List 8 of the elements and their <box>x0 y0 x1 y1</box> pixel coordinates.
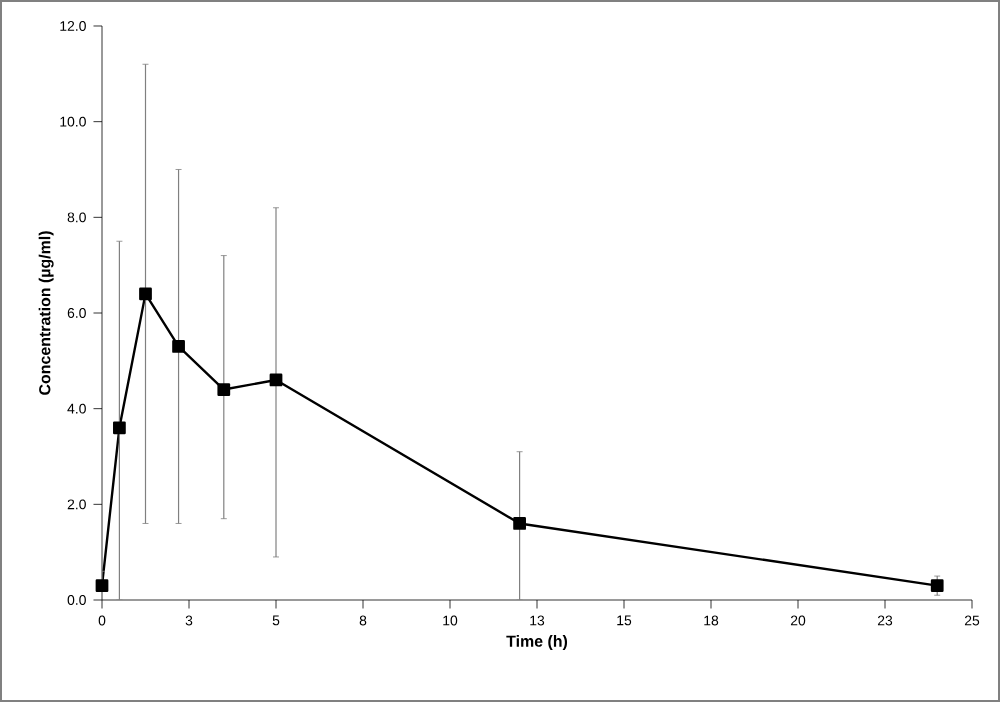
point <box>139 287 152 301</box>
point <box>172 340 185 353</box>
point <box>217 383 231 396</box>
point <box>113 421 126 435</box>
point <box>513 517 526 530</box>
point <box>269 373 283 387</box>
point <box>95 579 109 593</box>
point <box>930 579 944 593</box>
